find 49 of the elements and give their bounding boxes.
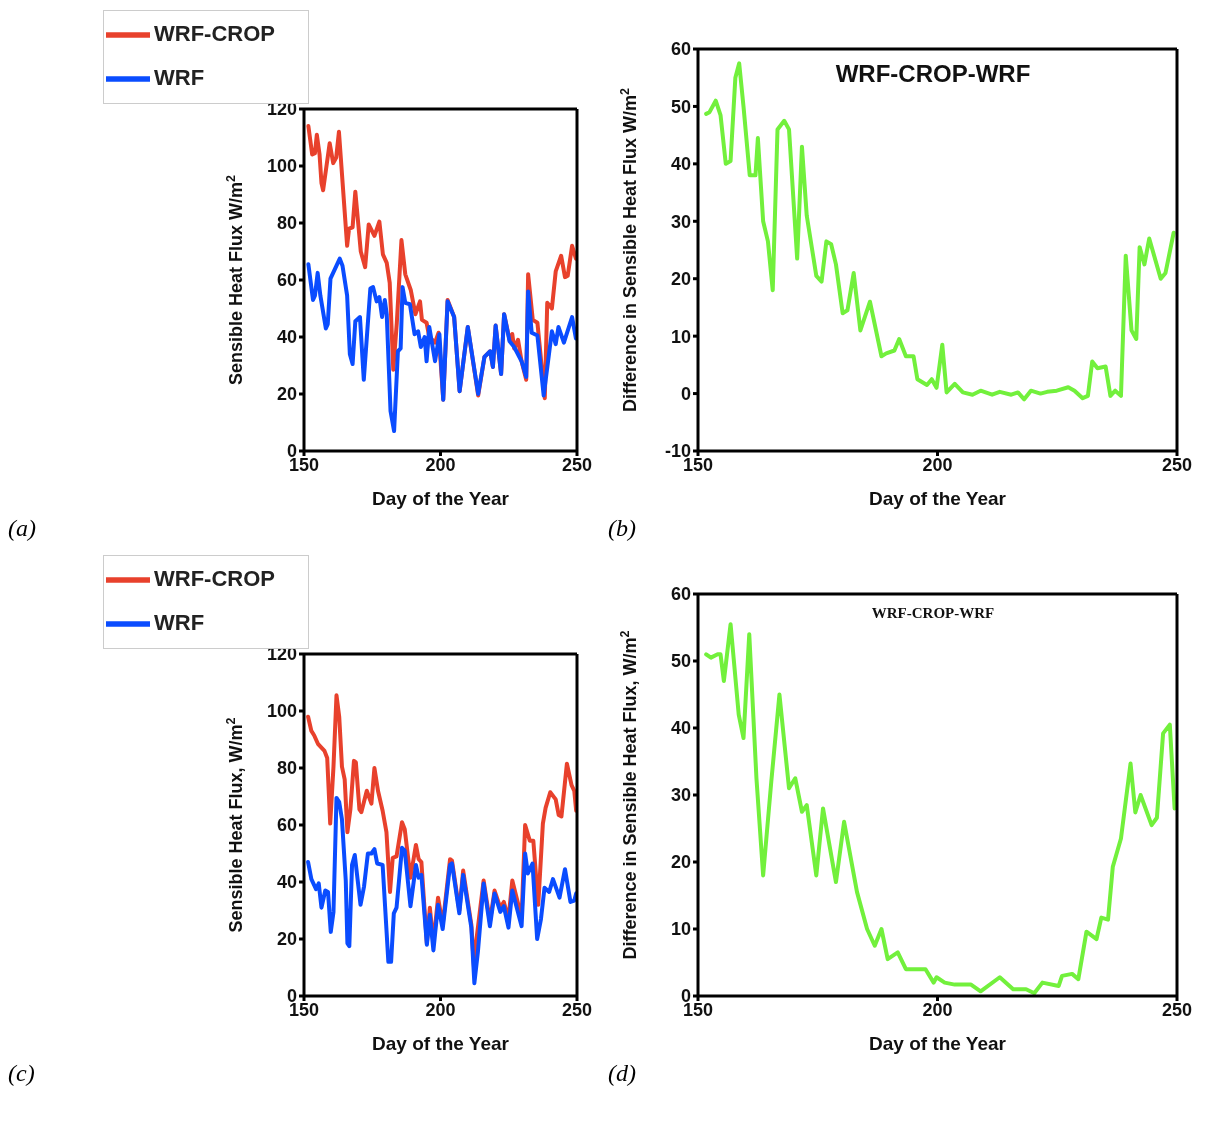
- x-axis-title: Day of the Year: [372, 1033, 510, 1054]
- x-tick-label: 250: [561, 454, 593, 475]
- x-tick-label: 250: [1161, 999, 1193, 1020]
- y-tick-label: 20: [276, 384, 297, 405]
- x-tick-label: 250: [1161, 454, 1193, 475]
- y-tick-label: 60: [276, 270, 297, 291]
- y-tick-label: 60: [670, 39, 691, 60]
- y-tick-label: 40: [670, 154, 691, 175]
- legend-label: WRF-CROP: [154, 20, 275, 46]
- annotation: WRF-CROP-WRF: [870, 605, 996, 622]
- line-series: [704, 61, 1176, 402]
- x-axis-title: Day of the Year: [372, 488, 510, 509]
- y-tick-label: 10: [670, 919, 691, 940]
- x-axis-title: Day of the Year: [869, 1033, 1007, 1054]
- legend-label: WRF: [154, 609, 205, 635]
- y-tick-label: 50: [670, 96, 691, 117]
- text: (a): [8, 515, 36, 542]
- y-tick-label: 50: [670, 651, 691, 672]
- text: (c): [8, 1060, 35, 1087]
- y-tick-label: 40: [276, 872, 297, 893]
- x-tick-label: 200: [922, 454, 953, 475]
- y-tick-label: 20: [670, 852, 691, 873]
- line-series: [306, 256, 577, 434]
- x-axis-title: Day of the Year: [869, 488, 1007, 509]
- y-tick-label: 30: [670, 785, 691, 806]
- y-tick-label: 10: [670, 326, 691, 347]
- legend-label: WRF: [154, 64, 205, 90]
- x-tick-label: 200: [922, 999, 953, 1020]
- y-tick-label: 20: [670, 269, 691, 290]
- y-tick-label: 100: [266, 156, 297, 177]
- x-tick-label: 200: [425, 999, 456, 1020]
- y-tick-label: 100: [266, 701, 297, 722]
- y-tick-label: 40: [276, 327, 297, 348]
- line-series: [306, 795, 577, 986]
- y-tick-label: 80: [276, 213, 297, 234]
- x-tick-label: 200: [425, 454, 456, 475]
- legend-label: WRF-CROP: [154, 565, 275, 591]
- line-series: [704, 622, 1177, 996]
- y-tick-label: 20: [276, 929, 297, 950]
- y-tick-label: 0: [680, 383, 691, 404]
- y-tick-label: 30: [670, 211, 691, 232]
- y-tick-label: 60: [276, 815, 297, 836]
- text: (d): [608, 1060, 636, 1087]
- y-tick-label: 40: [670, 718, 691, 739]
- x-tick-label: 250: [561, 999, 593, 1020]
- annotation: WRF-CROP-WRF: [834, 60, 1032, 88]
- text: (b): [608, 515, 636, 542]
- y-tick-label: 80: [276, 758, 297, 779]
- y-tick-label: 60: [670, 584, 691, 605]
